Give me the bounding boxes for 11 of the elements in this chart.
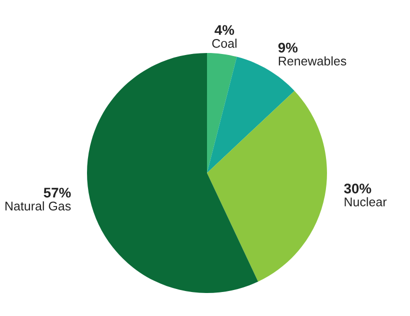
slice-label: Coal — [212, 38, 236, 48]
slice-label: Natural Gas — [5, 201, 71, 210]
pie-slice — [207, 90, 327, 282]
pie-slice — [87, 53, 258, 293]
slice-label: Renewables — [278, 56, 346, 66]
slice-label: Nuclear — [344, 197, 387, 206]
data-label: 57% — [44, 188, 71, 198]
pie-slice — [207, 53, 237, 173]
data-label: 9% — [278, 42, 298, 53]
data-label: 30% — [344, 184, 372, 194]
data-label: 4% — [214, 25, 234, 35]
